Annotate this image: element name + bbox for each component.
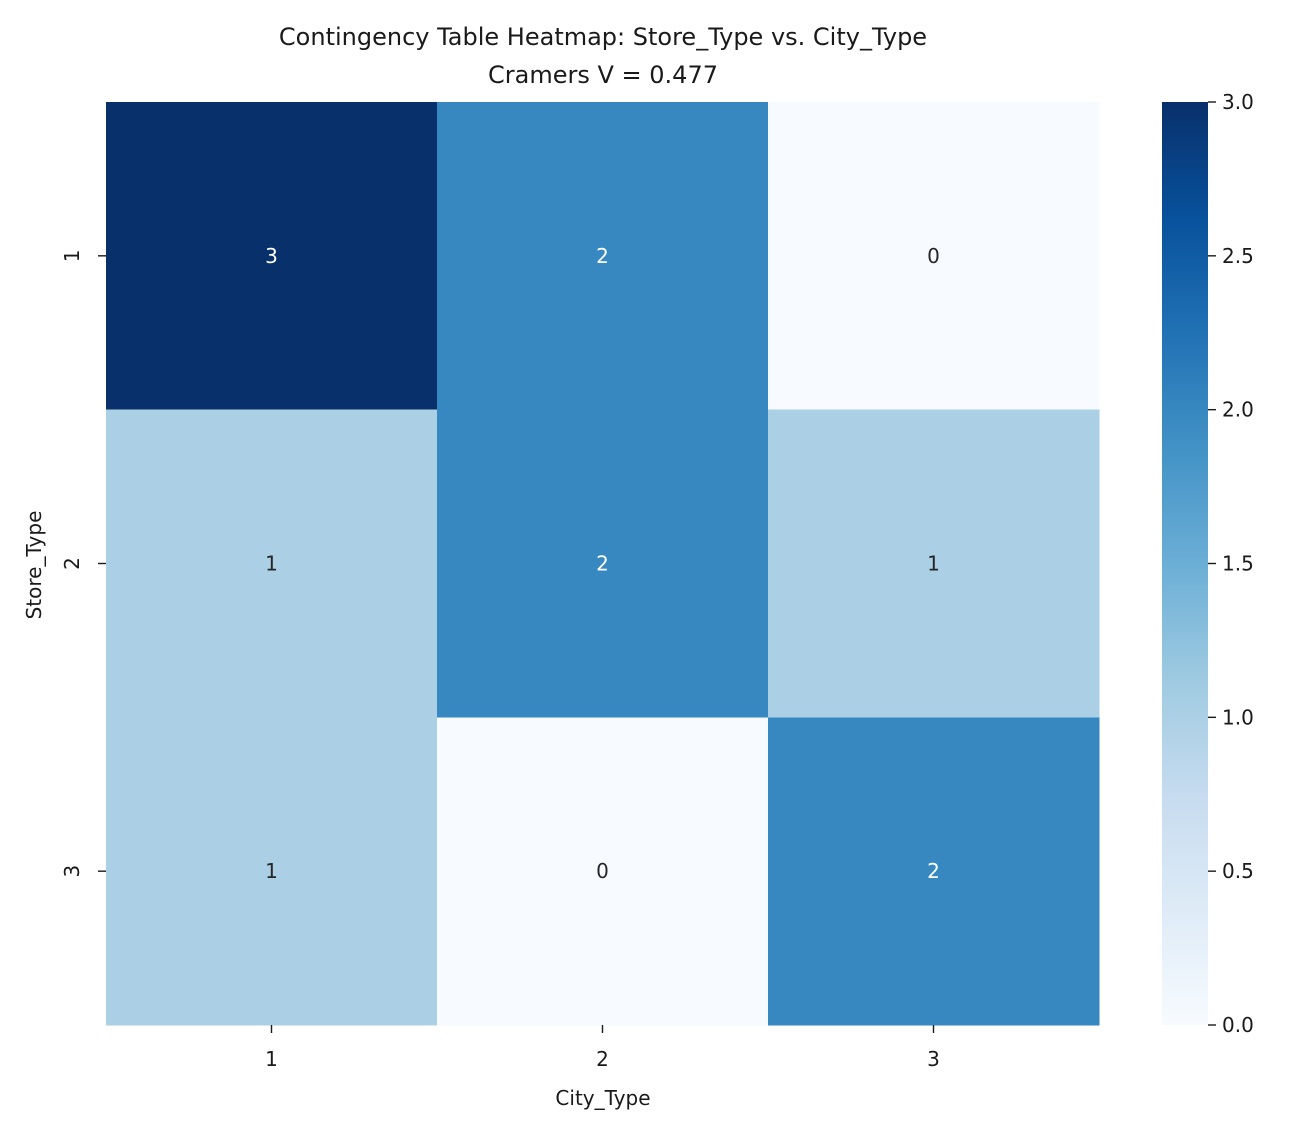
- colorbar-tick-label: 1.0: [1222, 705, 1254, 729]
- cell-value-label: 1: [265, 552, 278, 576]
- colorbar-ticks: 0.0 0.5 1.0 1.5 2.0 2.5 3.0: [1208, 90, 1254, 1037]
- colorbar-tick-label: 0.5: [1222, 859, 1254, 883]
- y-axis-label: Store_Type: [22, 511, 46, 620]
- heatmap-cell: [437, 717, 769, 1026]
- cell-value-label: 2: [596, 552, 609, 576]
- colorbar-tick-label: 3.0: [1222, 90, 1254, 114]
- heatmap-cell: [437, 102, 769, 411]
- x-tick-label: 1: [265, 1047, 278, 1071]
- cell-annotations: 3 2 0 1 2 1 1 0 2: [265, 244, 940, 883]
- colorbar: [1162, 102, 1208, 1025]
- cell-value-label: 1: [927, 552, 940, 576]
- chart-title: Contingency Table Heatmap: Store_Type vs…: [279, 23, 927, 51]
- x-axis-ticks: 1 2 3: [265, 1025, 940, 1071]
- heatmap-cell: [106, 717, 438, 1026]
- x-axis-label: City_Type: [555, 1086, 650, 1110]
- cell-value-label: 1: [265, 859, 278, 883]
- heatmap-cell: [768, 717, 1100, 1026]
- cell-value-label: 3: [265, 244, 278, 268]
- y-tick-label: 2: [60, 557, 84, 570]
- cell-value-label: 0: [927, 244, 940, 268]
- cell-value-label: 2: [596, 244, 609, 268]
- heatmap-cell: [106, 102, 438, 411]
- cell-value-label: 0: [596, 859, 609, 883]
- heatmap-cell: [106, 409, 438, 718]
- heatmap-cell: [768, 409, 1100, 718]
- heatmap-cell: [768, 102, 1100, 411]
- colorbar-tick-label: 0.0: [1222, 1013, 1254, 1037]
- chart-subtitle: Cramers V = 0.477: [488, 61, 718, 89]
- y-tick-label: 1: [60, 249, 84, 262]
- x-tick-label: 3: [927, 1047, 940, 1071]
- heatmap-cell: [437, 409, 769, 718]
- cell-value-label: 2: [927, 859, 940, 883]
- x-tick-label: 2: [596, 1047, 609, 1071]
- heatmap-cells: [106, 102, 1100, 1026]
- y-tick-label: 3: [60, 865, 84, 878]
- colorbar-tick-label: 2.5: [1222, 244, 1254, 268]
- colorbar-tick-label: 1.5: [1222, 552, 1254, 576]
- colorbar-tick-label: 2.0: [1222, 398, 1254, 422]
- y-axis-ticks: 1 2 3: [60, 249, 106, 878]
